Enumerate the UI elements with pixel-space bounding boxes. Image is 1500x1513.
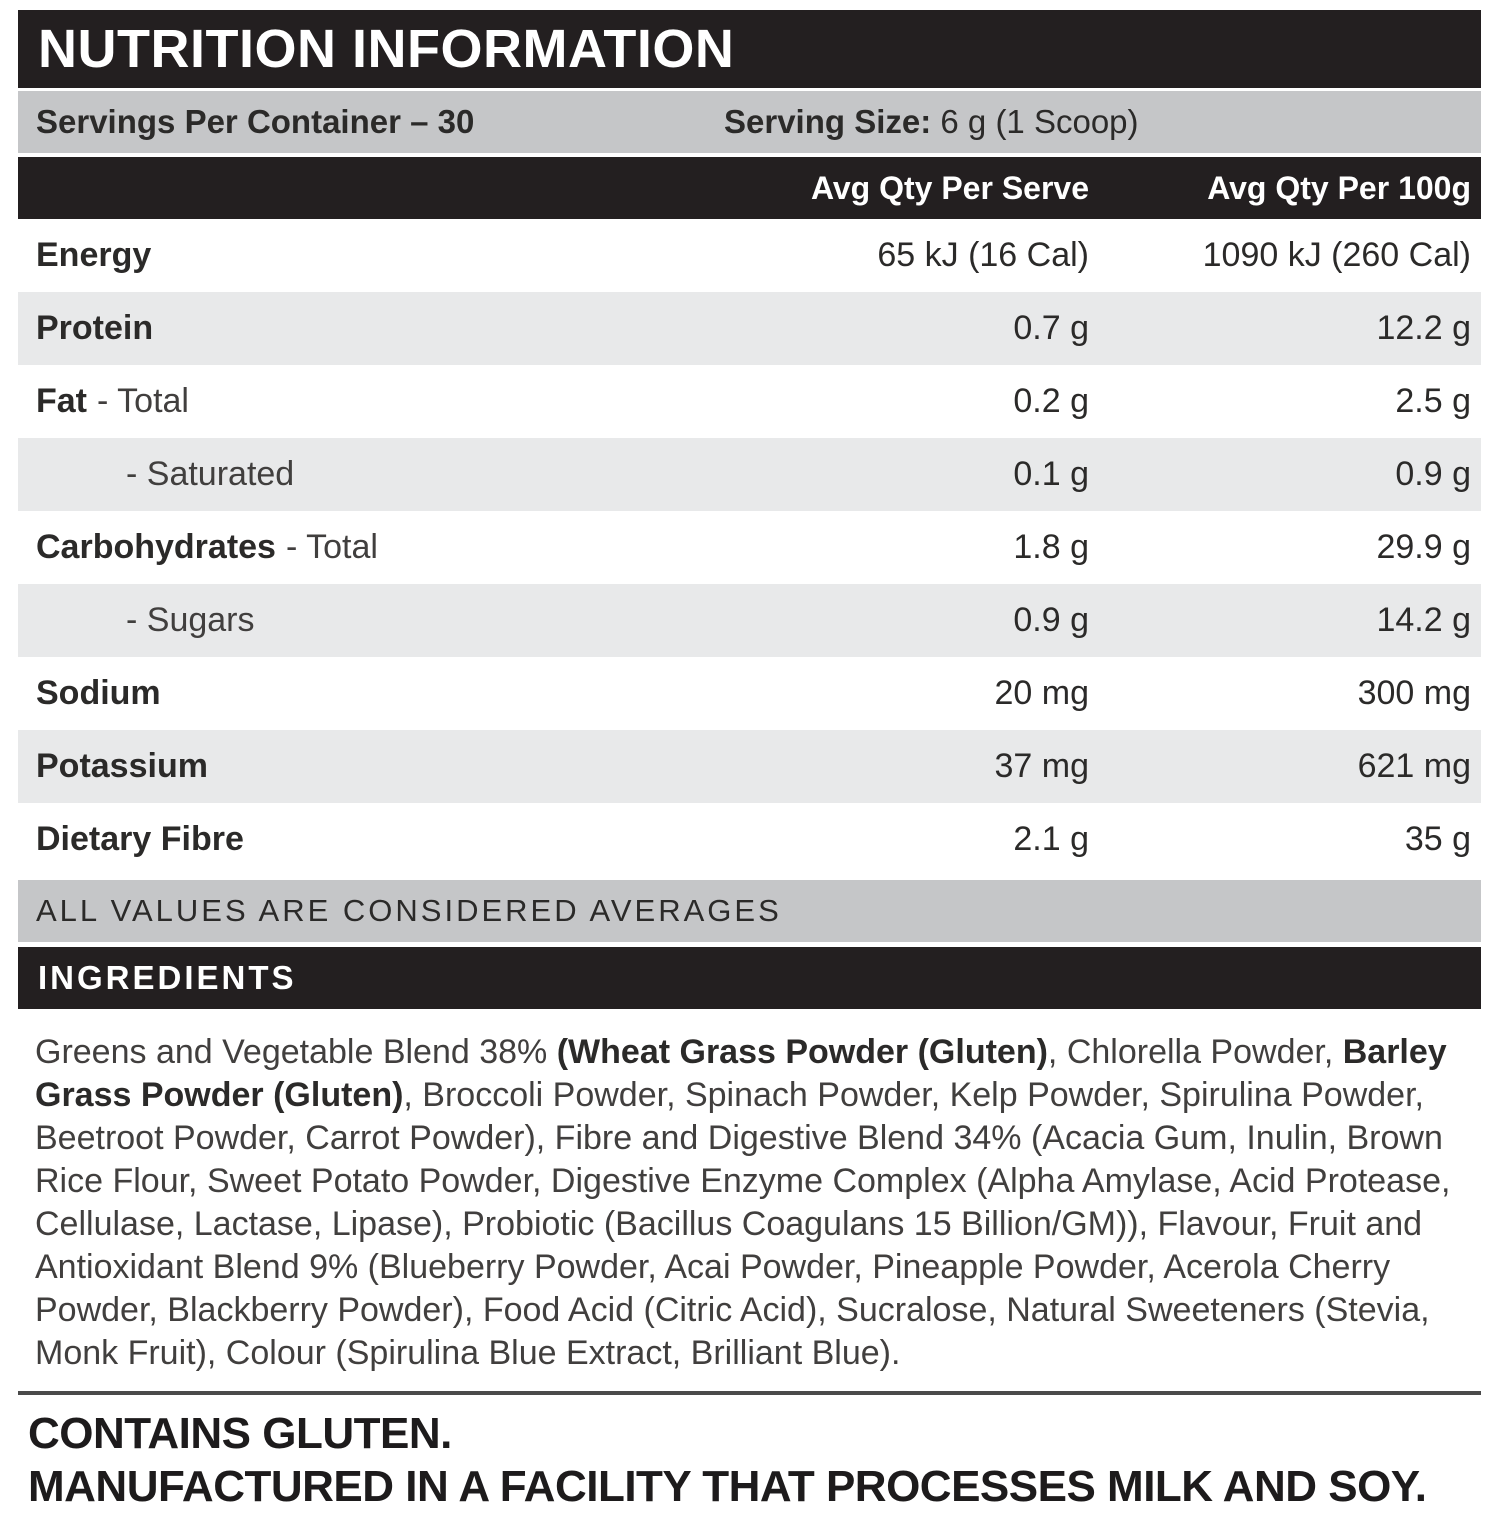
serving-size-label: Serving Size: — [724, 103, 932, 140]
value-per-100g: 0.9 g — [1395, 455, 1471, 493]
table-row-potassium: Potassium 37 mg 621 mg — [18, 730, 1481, 803]
footer-divider — [18, 1391, 1481, 1395]
serving-size-value: 6 g (1 Scoop) — [931, 103, 1139, 140]
value-per-serve: 20 mg — [994, 674, 1090, 712]
nutrition-title: NUTRITION INFORMATION — [38, 19, 735, 79]
allergen-footer: CONTAINS GLUTEN. MANUFACTURED IN A FACIL… — [28, 1407, 1500, 1513]
table-row-carbohydrates-total: Carbohydrates - Total 1.8 g 29.9 g — [18, 511, 1481, 584]
nutrient-name: Dietary Fibre — [36, 820, 244, 858]
column-header-per-serve: Avg Qty Per Serve — [810, 169, 1089, 206]
table-row-fat-saturated: - Saturated 0.1 g 0.9 g — [18, 438, 1481, 511]
value-per-serve: 0.2 g — [1013, 382, 1089, 420]
value-per-serve: 0.7 g — [1013, 309, 1089, 347]
value-per-serve: 2.1 g — [1013, 820, 1089, 858]
value-per-serve: 0.9 g — [1013, 601, 1089, 639]
value-per-serve: 65 kJ (16 Cal) — [877, 236, 1089, 274]
table-row-carbohydrates-sugars: - Sugars 0.9 g 14.2 g — [18, 584, 1481, 657]
value-per-100g: 1090 kJ (260 Cal) — [1202, 236, 1471, 274]
nutrient-name: Potassium — [36, 747, 208, 785]
value-per-100g: 2.5 g — [1395, 382, 1471, 420]
value-per-serve: 1.8 g — [1013, 528, 1089, 566]
nutrition-title-bar: NUTRITION INFORMATION — [18, 10, 1481, 88]
table-row-fat-total: Fat - Total 0.2 g 2.5 g — [18, 365, 1481, 438]
serving-size: Serving Size: 6 g (1 Scoop) — [724, 103, 1139, 141]
table-row-dietary-fibre: Dietary Fibre 2.1 g 35 g — [18, 803, 1481, 876]
table-row-protein: Protein 0.7 g 12.2 g — [18, 292, 1481, 365]
value-per-serve: 0.1 g — [1013, 455, 1089, 493]
serving-info-bar: Servings Per Container – 30 Serving Size… — [18, 91, 1481, 153]
value-per-serve: 37 mg — [994, 747, 1090, 785]
value-per-100g: 14.2 g — [1376, 601, 1471, 639]
servings-per-container: Servings Per Container – 30 — [36, 103, 475, 140]
nutrient-name: Protein — [36, 309, 154, 347]
column-header-per-100g: Avg Qty Per 100g — [1207, 169, 1471, 206]
contains-gluten-statement: CONTAINS GLUTEN. — [28, 1409, 452, 1458]
nutrient-name: Fat — [36, 382, 87, 420]
nutrient-table: Energy 65 kJ (16 Cal) 1090 kJ (260 Cal) … — [18, 219, 1481, 876]
table-row-energy: Energy 65 kJ (16 Cal) 1090 kJ (260 Cal) — [18, 219, 1481, 292]
nutrient-name: Carbohydrates — [36, 528, 276, 566]
ingredients-heading-bar: INGREDIENTS — [18, 947, 1481, 1009]
nutrient-name: Sodium — [36, 674, 161, 712]
table-row-sodium: Sodium 20 mg 300 mg — [18, 657, 1481, 730]
averages-note: ALL VALUES ARE CONSIDERED AVERAGES — [36, 893, 782, 928]
value-per-100g: 29.9 g — [1376, 528, 1471, 566]
averages-note-bar: ALL VALUES ARE CONSIDERED AVERAGES — [18, 880, 1481, 942]
value-per-100g: 621 mg — [1357, 747, 1471, 785]
value-per-100g: 12.2 g — [1376, 309, 1471, 347]
nutrition-label: NUTRITION INFORMATION Servings Per Conta… — [18, 10, 1481, 1375]
nutrient-name: Energy — [36, 236, 152, 274]
ingredients-heading: INGREDIENTS — [38, 959, 297, 996]
facility-statement: MANUFACTURED IN A FACILITY THAT PROCESSE… — [28, 1462, 1427, 1511]
value-per-100g: 35 g — [1404, 820, 1471, 858]
value-per-100g: 300 mg — [1357, 674, 1471, 712]
column-header-bar: Avg Qty Per Serve Avg Qty Per 100g — [18, 157, 1481, 219]
ingredients-text: Greens and Vegetable Blend 38% (Wheat Gr… — [35, 1033, 1451, 1372]
